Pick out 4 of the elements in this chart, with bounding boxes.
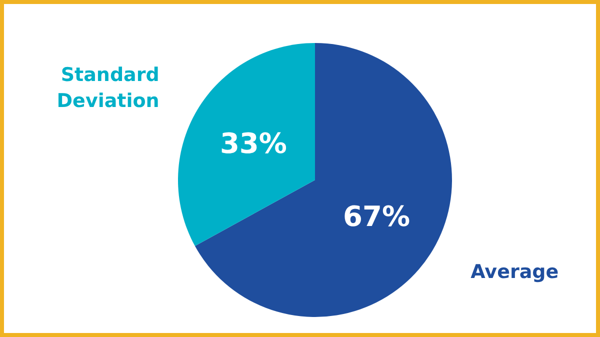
data-label: 33% xyxy=(220,127,287,160)
slice-label: Average xyxy=(470,261,559,284)
slice-label: Standard Deviation xyxy=(56,64,160,112)
data-label: 67% xyxy=(343,200,410,233)
